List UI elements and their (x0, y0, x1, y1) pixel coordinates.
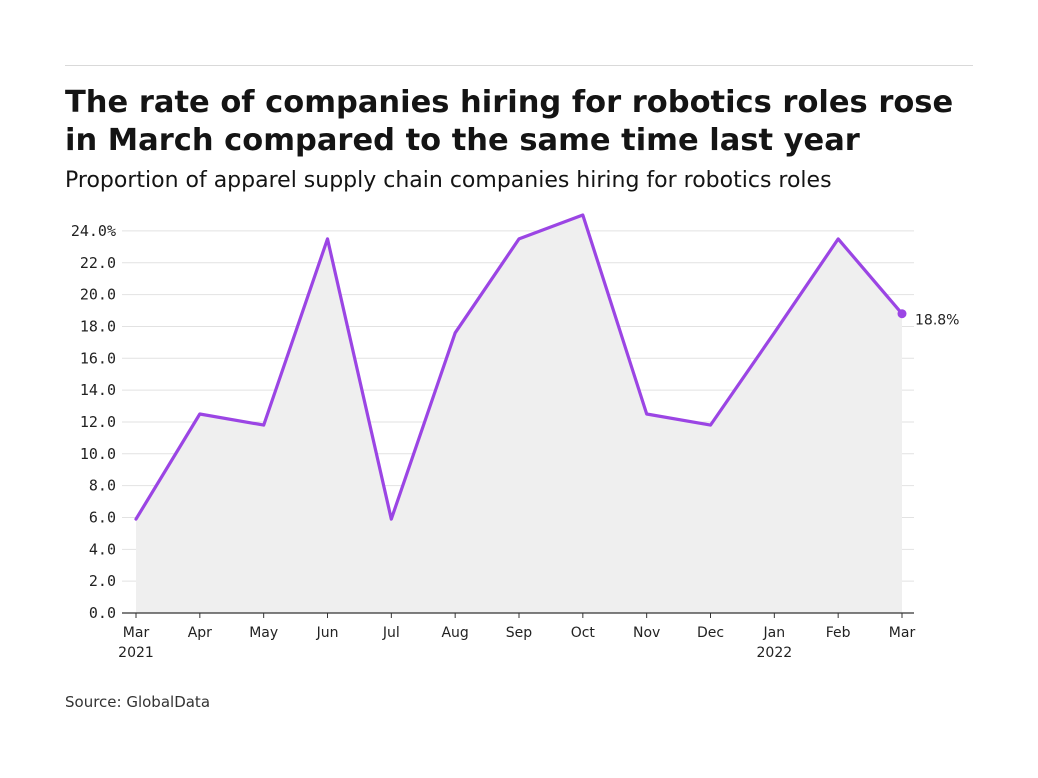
y-tick-label: 18.0 (80, 317, 116, 335)
y-tick-label: 14.0 (80, 381, 116, 399)
x-tick-label: Apr (188, 625, 212, 641)
x-tick-label: Aug (441, 625, 468, 641)
x-tick-label: Feb (826, 625, 851, 641)
x-tick-year-label: 2021 (118, 645, 154, 661)
data-markers: 18.8% (897, 309, 959, 329)
x-tick-label: Mar (889, 625, 916, 641)
x-tick-label: Nov (633, 625, 660, 641)
x-tick-label: Jan (763, 625, 786, 641)
y-axis-ticks: 0.0 2.0 4.0 6.0 8.0 10.0 12.0 14.0 16.0 18.0 20.0 2… (71, 222, 116, 622)
y-tick-label: 16.0 (80, 349, 116, 367)
y-tick-label: 2.0 (89, 572, 116, 590)
y-tick-label: 4.0 (89, 540, 116, 558)
x-axis-ticks: Mar 2021 Apr May Jun Jul Aug Sep Oct Nov Dec Jan 202… (118, 613, 915, 661)
x-tick-label: Mar (123, 625, 150, 641)
chart-subtitle: Proportion of apparel supply chain compa… (65, 168, 832, 193)
x-tick-label: Oct (571, 625, 596, 641)
series-line (134, 213, 904, 521)
x-tick-label: Jun (316, 625, 339, 641)
y-tick-label: 10.0 (80, 445, 116, 463)
y-tick-label: 20.0 (80, 286, 116, 304)
area-fill (136, 215, 902, 613)
area-chart: 0.0 2.0 4.0 6.0 8.0 10.0 12.0 14.0 16.0 18.0 20.0 2… (71, 213, 959, 661)
x-tick-year-label: 2022 (757, 645, 793, 661)
end-point-marker (897, 309, 907, 319)
x-tick-label: Sep (506, 625, 533, 641)
y-tick-label: 0.0 (89, 604, 116, 622)
source-note: Source: GlobalData (65, 693, 211, 711)
y-tick-label: 6.0 (89, 508, 116, 526)
y-tick-label: 24.0% (71, 222, 116, 240)
top-divider (65, 65, 973, 66)
y-tick-label: 12.0 (80, 413, 116, 431)
x-tick-label: Jul (382, 625, 400, 641)
chart-title: The rate of companies hiring for robotic… (65, 85, 954, 158)
y-tick-label: 22.0 (80, 254, 116, 272)
end-value-label: 18.8% (915, 313, 959, 329)
y-tick-label: 8.0 (89, 477, 116, 495)
x-tick-label: May (249, 625, 278, 641)
x-tick-label: Dec (697, 625, 724, 641)
